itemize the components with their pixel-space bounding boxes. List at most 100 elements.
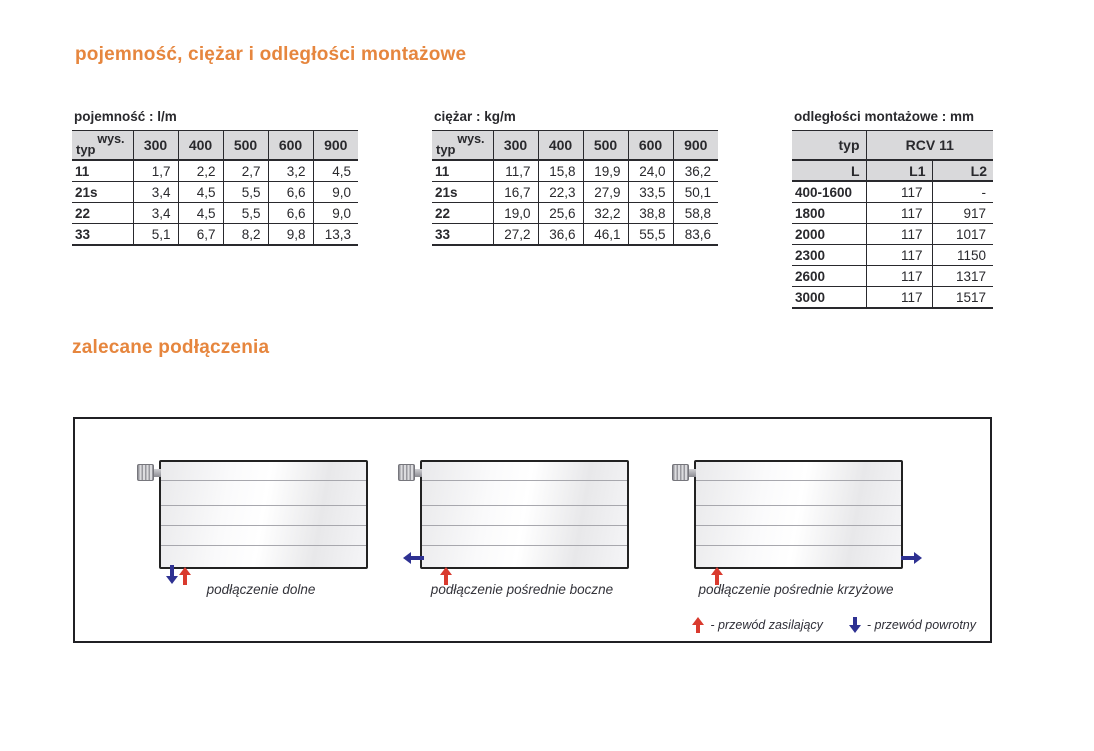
cell: 36,2: [672, 160, 718, 182]
cell: 24,0: [627, 160, 673, 182]
table-row: 21s 16,7 22,3 27,9 33,5 50,1: [432, 181, 718, 203]
cell: 38,8: [627, 202, 673, 224]
col-header: 400: [177, 130, 223, 161]
panel-groove: [422, 479, 627, 481]
panel-groove: [161, 505, 366, 507]
cell: 19,0: [492, 202, 538, 224]
cell: 15,8: [537, 160, 583, 182]
corner-cell: wys. typ: [72, 130, 133, 161]
diagram-caption: podłączenie pośrednie krzyżowe: [698, 582, 894, 597]
table-row: 22 19,0 25,6 32,2 38,8 58,8: [432, 202, 718, 224]
row-header: 2600: [792, 265, 866, 287]
table-row: 33 27,2 36,6 46,1 55,5 83,6: [432, 223, 718, 246]
supply-arrow-icon: [440, 567, 452, 585]
table-row: 2000 117 1017: [792, 223, 993, 245]
cell: 83,6: [672, 223, 718, 246]
row-header: 21s: [72, 181, 133, 203]
row-header: 11: [432, 160, 493, 182]
mounting-table-label: odległości montażowe : mm: [794, 109, 975, 124]
radiator-bottom-connection: [137, 460, 368, 569]
corner-typ-label: typ: [436, 142, 456, 157]
col-header: L1: [865, 159, 932, 182]
return-arrow-icon: [166, 565, 178, 584]
cell: 22,3: [537, 181, 583, 203]
corner-cell: wys. typ: [432, 130, 493, 161]
table-row: 3000 117 1517: [792, 286, 993, 309]
col-header: 600: [267, 130, 313, 161]
table-row: 400-1600 117-: [792, 181, 993, 203]
table-row: 21s 3,4 4,5 5,5 6,6 9,0: [72, 181, 358, 203]
header-row: wys. typ 300 400 500 600 900: [432, 130, 718, 161]
model-header: RCV 11: [865, 130, 993, 161]
table-row: 2600 117 1317: [792, 265, 993, 287]
row-header: 11: [72, 160, 133, 182]
cell: 1017: [931, 223, 993, 245]
section-title-connections: zalecane podłączenia: [72, 337, 270, 358]
row-header: 21s: [432, 181, 493, 203]
col-header: 900: [672, 130, 718, 161]
panel-groove: [161, 544, 366, 546]
corner-wys-label: wys.: [457, 132, 485, 146]
corner-wys-label: wys.: [97, 132, 125, 146]
header-row: typ RCV 11: [792, 130, 993, 161]
capacity-table-label: pojemność : l/m: [74, 109, 177, 124]
row-header: 1800: [792, 202, 866, 224]
panel-groove: [422, 525, 627, 526]
cell: 36,6: [537, 223, 583, 246]
cell: 3,4: [132, 181, 178, 203]
page-title: pojemność, ciężar i odległości montażowe: [75, 44, 467, 65]
col-header: 900: [312, 130, 358, 161]
col-header: 500: [582, 130, 628, 161]
cell: 1150: [931, 244, 993, 266]
header-row: wys. typ 300 400 500 600 900: [72, 130, 358, 161]
cell: 5,1: [132, 223, 178, 246]
table-row: 11 1,7 2,2 2,7 3,2 4,5: [72, 160, 358, 182]
legend-supply: - przewód zasilający: [692, 617, 823, 633]
cell: 117: [865, 202, 932, 224]
table-row: 11 11,7 15,8 19,9 24,0 36,2: [432, 160, 718, 182]
panel-groove: [696, 505, 901, 507]
cell: 117: [865, 223, 932, 245]
cell: 33,5: [627, 181, 673, 203]
col-header: L: [792, 159, 866, 182]
legend-return-label: - przewód powrotny: [866, 618, 976, 632]
radiator-side-connection: [398, 460, 629, 569]
cell: 27,2: [492, 223, 538, 246]
thermostat-valve-icon: [672, 464, 696, 481]
corner-typ-label: typ: [76, 142, 96, 157]
cell: 917: [931, 202, 993, 224]
row-header: 2000: [792, 223, 866, 245]
return-arrow-icon: [901, 552, 922, 564]
diagram-caption: podłączenie dolne: [206, 582, 316, 597]
panel-groove: [161, 525, 366, 526]
row-header: 2300: [792, 244, 866, 266]
cell: 117: [865, 265, 932, 287]
row-header: 22: [432, 202, 493, 224]
cell: 13,3: [312, 223, 358, 246]
legend-supply-label: - przewód zasilający: [710, 618, 823, 632]
cell: 9,0: [312, 202, 358, 224]
col-header: 300: [132, 130, 178, 161]
row-header: 33: [72, 223, 133, 246]
cell: 6,7: [177, 223, 223, 246]
cell: 25,6: [537, 202, 583, 224]
cell: -: [931, 181, 993, 203]
table-row: 2300 117 1150: [792, 244, 993, 266]
cell: 4,5: [312, 160, 358, 182]
cell: 117: [865, 181, 932, 203]
table-row: 33 5,1 6,7 8,2 9,8 13,3: [72, 223, 358, 246]
thermostat-valve-icon: [398, 464, 422, 481]
col-header: 300: [492, 130, 538, 161]
row-header: 22: [72, 202, 133, 224]
radiator-cross-connection: [672, 460, 903, 569]
cell: 117: [865, 244, 932, 266]
cell: 46,1: [582, 223, 628, 246]
supply-arrow-icon: [179, 567, 191, 585]
cell: 3,2: [267, 160, 313, 182]
weight-table: ciężar : kg/m wys. typ 300 400 500 600 9…: [432, 109, 718, 246]
thermostat-valve-icon: [137, 464, 161, 481]
table-row: 22 3,4 4,5 5,5 6,6 9,0: [72, 202, 358, 224]
cell: 55,5: [627, 223, 673, 246]
cell: 8,2: [222, 223, 268, 246]
